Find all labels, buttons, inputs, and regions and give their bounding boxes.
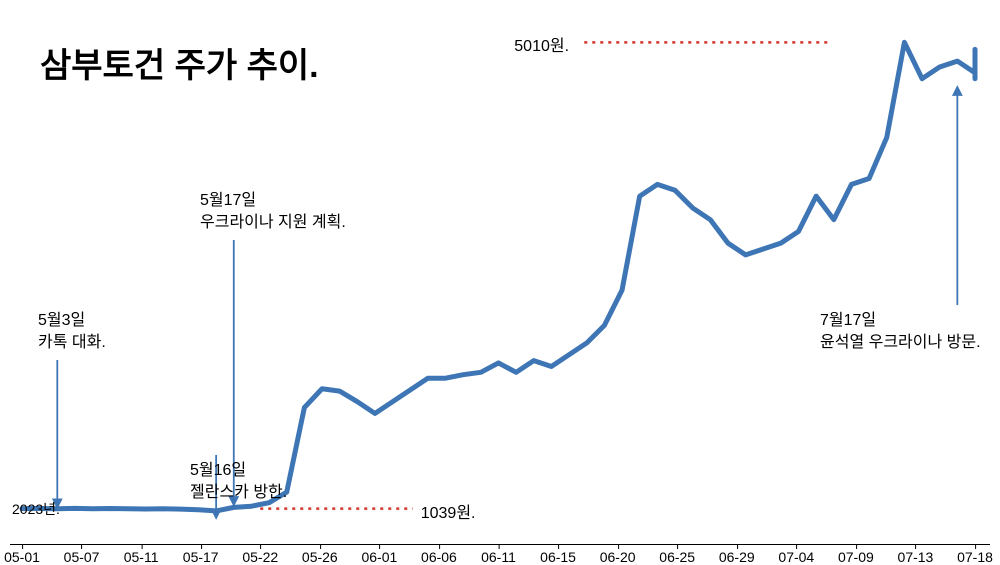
annotation-a4: 7월17일윤석열 우크라이나 방문. <box>820 310 981 353</box>
annotation-a3: 5월16일젤란스카 방한. <box>190 460 287 503</box>
price-label: 5010원. <box>514 32 569 56</box>
annotation-a1: 5월3일카톡 대화. <box>38 310 106 353</box>
year-label: 2023년. <box>12 499 60 519</box>
x-axis: 05-0105-0705-1105-1705-2205-2606-0106-06… <box>10 544 990 545</box>
price-label: 1039원. <box>421 499 476 523</box>
price-line <box>22 42 975 511</box>
plot-svg <box>0 0 1000 563</box>
annotation-a2: 5월17일우크라이나 지원 계획. <box>200 190 346 233</box>
